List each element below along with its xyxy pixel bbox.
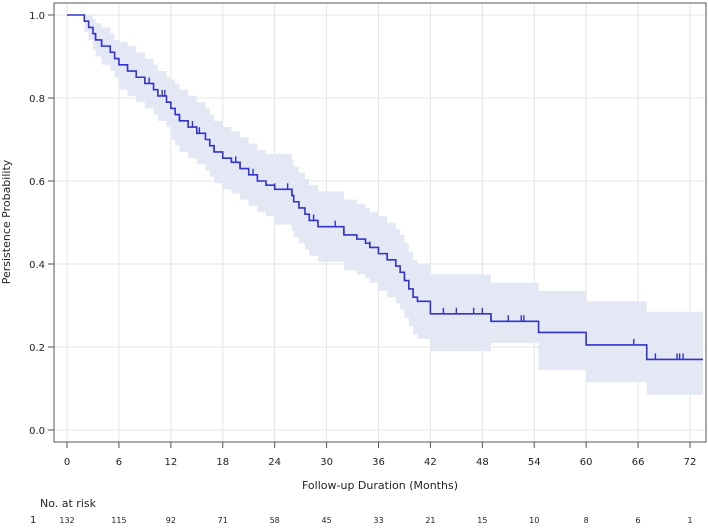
x-tick-label: 72 [684,457,697,468]
y-tick-label: 0.0 [29,426,45,437]
confidence-band-area [67,15,703,395]
x-axis-label: Follow-up Duration (Months) [302,479,458,492]
y-tick-label: 0.8 [29,94,45,105]
y-tick-label: 0.6 [29,177,45,188]
x-tick-label: 42 [424,457,437,468]
risk-table-title: No. at risk [40,497,97,510]
y-axis: 0.0 0.2 0.4 0.6 0.8 1.0 [29,11,54,437]
risk-count: 115 [111,516,126,525]
y-tick-label: 1.0 [29,11,45,22]
risk-count: 132 [59,516,74,525]
risk-count: 33 [373,516,383,525]
x-tick-label: 18 [216,457,229,468]
censor-marks [94,33,684,360]
x-tick-label: 66 [632,457,645,468]
risk-count: 15 [477,516,487,525]
x-tick-label: 12 [164,457,177,468]
y-tick-label: 0.4 [29,260,45,271]
risk-table-group-label: 1 [30,515,36,526]
risk-count: 1 [687,516,692,525]
confidence-band [67,15,703,395]
x-tick-label: 24 [268,457,281,468]
x-tick-label: 0 [64,457,70,468]
risk-count: 10 [529,516,539,525]
risk-table: 132 115 92 71 58 45 33 21 15 10 8 6 1 [59,516,692,525]
plot-frame [53,2,707,443]
y-tick-label: 0.2 [29,343,45,354]
risk-count: 71 [218,516,228,525]
x-tick-label: 36 [372,457,385,468]
risk-count: 92 [166,516,176,525]
risk-count: 45 [321,516,331,525]
x-tick-label: 6 [116,457,122,468]
x-tick-label: 30 [320,457,333,468]
risk-count: 21 [425,516,435,525]
x-axis: 0 6 12 18 24 30 36 42 48 54 60 66 72 [64,442,697,468]
risk-count: 6 [636,516,641,525]
y-axis-label: Persistence Probability [0,159,13,284]
risk-count: 8 [584,516,589,525]
grid [54,3,706,442]
x-tick-label: 60 [580,457,593,468]
x-tick-label: 54 [528,457,541,468]
risk-count: 58 [270,516,280,525]
x-tick-label: 48 [476,457,489,468]
